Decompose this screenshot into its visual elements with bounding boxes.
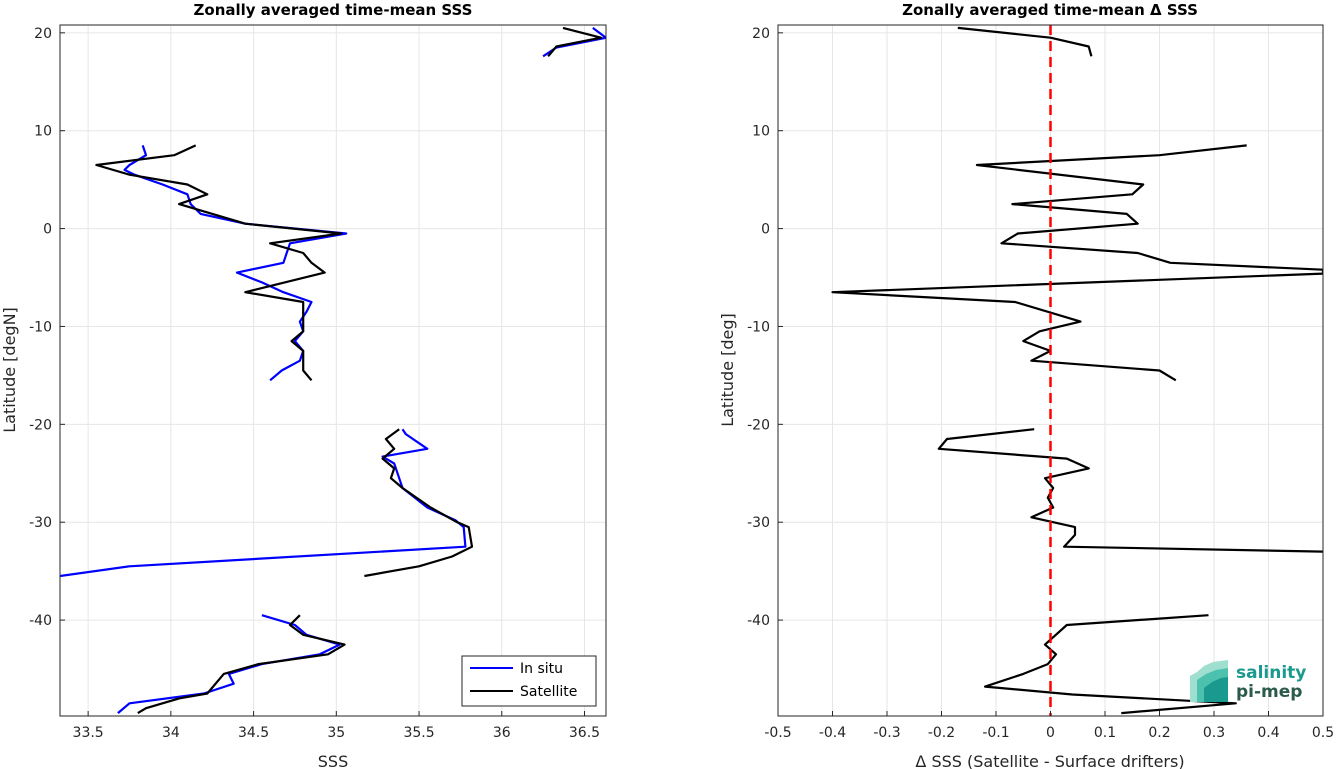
legend: In situ Satellite xyxy=(461,655,597,707)
delta-sss-plot: -0.5 -0.4 -0.3 -0.2 -0.1 0 0.1 0.2 0.3 0.4 0.5 -40 -… xyxy=(718,1,1334,769)
right-xtick-label: 0.5 xyxy=(1312,725,1334,741)
right-xtick-label: -0.1 xyxy=(982,725,1009,741)
left-ytick-label: 20 xyxy=(34,26,52,42)
left-xlabel: SSS xyxy=(318,752,348,769)
left-satellite-series-line xyxy=(95,144,343,382)
legend-in-situ-label: In situ xyxy=(520,661,563,677)
left-ytick-label: -20 xyxy=(29,417,52,433)
left-ytick-label: -40 xyxy=(29,613,52,629)
right-xtick-label: 0.4 xyxy=(1257,725,1279,741)
left-xtick-label: 35 xyxy=(327,725,345,741)
salinity-pi-mep-logo: salinity pi-mep xyxy=(1190,660,1306,702)
left-series xyxy=(60,26,606,715)
right-ytick-label: 10 xyxy=(752,124,770,140)
left-ylabel: Latitude [degN] xyxy=(0,307,19,433)
left-xtick-label: 34.5 xyxy=(238,725,269,741)
legend-satellite-label: Satellite xyxy=(520,684,577,700)
right-xtick-label: 0.2 xyxy=(1148,725,1170,741)
right-ytick-label: -30 xyxy=(747,515,770,531)
right-delta-series-line xyxy=(831,144,1323,382)
left-ytick-label: -10 xyxy=(29,319,52,335)
right-ytick-label: -40 xyxy=(747,613,770,629)
left-title: Zonally averaged time-mean SSS xyxy=(194,1,473,19)
right-delta-series-line xyxy=(957,26,1093,57)
right-ytick-label: 20 xyxy=(752,26,770,42)
logo-line1: salinity xyxy=(1236,663,1306,683)
right-xtick-label: 0 xyxy=(1046,725,1055,741)
right-xtick-label: 0.1 xyxy=(1094,725,1116,741)
left-grid xyxy=(60,25,606,716)
left-satellite-series-line xyxy=(137,614,346,715)
right-xtick-label: -0.4 xyxy=(819,725,846,741)
right-ytick-label: 0 xyxy=(761,222,770,238)
logo-line2: pi-mep xyxy=(1236,682,1302,702)
left-ytick-label: 0 xyxy=(43,222,52,238)
left-ytick-label: 10 xyxy=(34,124,52,140)
right-xtick-label: -0.3 xyxy=(873,725,900,741)
left-xtick-label: 34 xyxy=(162,725,180,741)
right-xtick-label: 0.3 xyxy=(1203,725,1225,741)
left-satellite-series-line xyxy=(547,26,603,58)
left-xtick-label: 35.5 xyxy=(403,725,434,741)
right-xtick-label: -0.2 xyxy=(928,725,955,741)
right-ytick-label: -10 xyxy=(747,319,770,335)
left-ytick-label: -30 xyxy=(29,515,52,531)
left-xtick-label: 33.5 xyxy=(73,725,104,741)
left-ticks: 33.5 34 34.5 35 35.5 36 36.5 -40 -30 -20 -10 0 10 20 xyxy=(29,26,600,741)
right-xlabel: Δ SSS (Satellite - Surface drifters) xyxy=(915,752,1184,769)
right-ytick-label: -20 xyxy=(747,417,770,433)
right-delta-series-line xyxy=(983,614,1237,715)
right-ticks: -0.5 -0.4 -0.3 -0.2 -0.1 0 0.1 0.2 0.3 0.4 0.5 -40 -… xyxy=(747,26,1334,741)
right-ylabel: Latitude [deg] xyxy=(718,313,737,427)
right-xtick-label: -0.5 xyxy=(764,725,791,741)
right-title: Zonally averaged time-mean Δ SSS xyxy=(902,1,1198,19)
sss-plot: 33.5 34 34.5 35 35.5 36 36.5-40-30-20-1001020 … xyxy=(0,1,607,769)
left-xtick-label: 36.5 xyxy=(569,725,600,741)
left-satellite-series-line xyxy=(364,428,474,578)
left-xtick-label: 36 xyxy=(493,725,511,741)
